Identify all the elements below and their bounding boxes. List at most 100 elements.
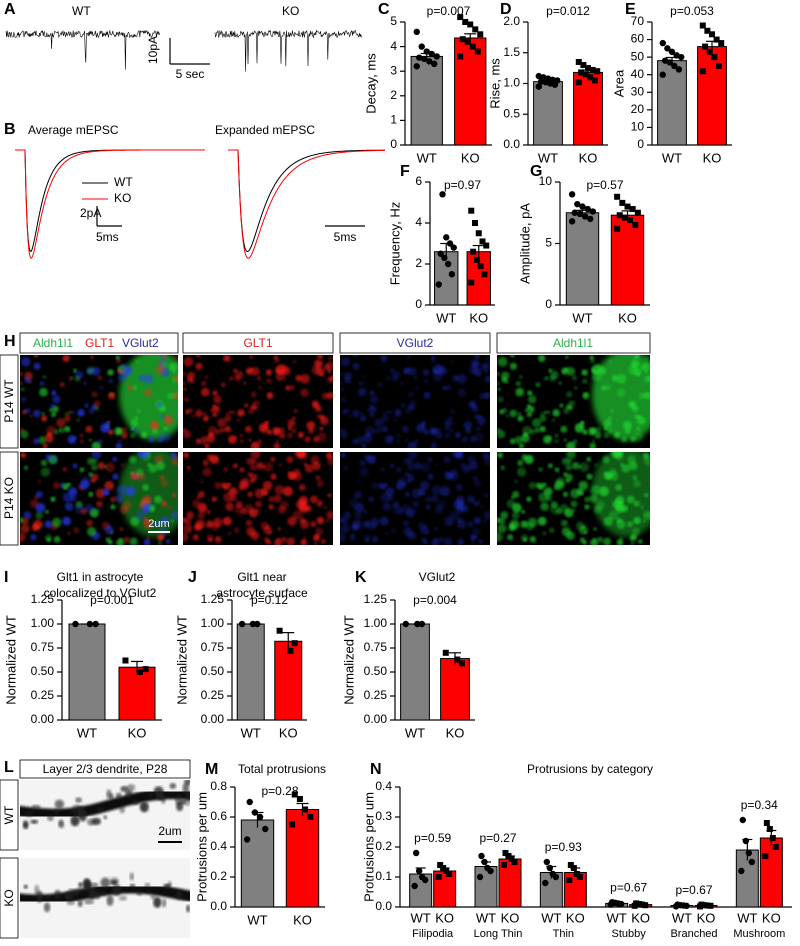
blob — [432, 439, 437, 443]
data-point — [594, 68, 601, 75]
data-point — [439, 191, 446, 198]
blob — [470, 540, 475, 545]
y-tick-label: 4 — [415, 215, 422, 229]
blob — [514, 436, 523, 445]
blob — [277, 527, 282, 531]
data-point — [415, 867, 423, 875]
panel-label: D — [500, 1, 512, 18]
blob — [249, 355, 253, 359]
blob — [321, 539, 326, 544]
blob — [51, 517, 62, 528]
blob — [638, 392, 646, 400]
blob — [195, 362, 203, 370]
blob — [594, 463, 598, 467]
blob — [282, 486, 293, 497]
y-tick-label: 50 — [631, 49, 645, 63]
blob — [515, 387, 525, 397]
spine — [106, 789, 112, 799]
y-tick-label: 0.25 — [364, 688, 388, 702]
panel-label: B — [4, 121, 16, 138]
data-point — [262, 825, 269, 833]
blob — [79, 433, 84, 438]
data-point — [675, 66, 683, 73]
blob — [413, 461, 421, 470]
blob — [497, 430, 506, 439]
data-point — [142, 666, 149, 673]
blob — [239, 467, 245, 473]
data-point — [475, 230, 482, 237]
blob — [300, 388, 309, 397]
x-tick-label: Filipodia — [412, 928, 454, 940]
blob — [286, 456, 294, 464]
blob — [44, 433, 54, 443]
blob — [579, 537, 586, 543]
spine — [136, 891, 143, 896]
y-tick-label: 10 — [539, 174, 553, 188]
blob — [246, 526, 256, 537]
chart-title: astrocyte surface — [216, 586, 308, 600]
blob — [475, 518, 481, 524]
blob — [110, 504, 116, 510]
blob — [304, 464, 314, 473]
blob — [483, 361, 490, 371]
blob — [142, 505, 151, 514]
blob — [33, 519, 43, 530]
blob — [380, 355, 388, 363]
blob — [501, 376, 508, 384]
data-point — [575, 58, 582, 65]
header-box — [19, 759, 191, 779]
bar — [400, 623, 430, 721]
y-tick-label: 0.50 — [364, 664, 388, 678]
blob — [520, 433, 530, 443]
blob — [512, 491, 520, 499]
blob — [635, 518, 641, 524]
spine — [120, 785, 129, 793]
blob — [160, 479, 169, 488]
blob — [183, 452, 189, 458]
blob — [628, 461, 638, 471]
blob — [369, 411, 375, 418]
panel-label: H — [4, 333, 16, 350]
blob — [603, 432, 610, 439]
blob — [431, 538, 440, 545]
blob — [135, 359, 140, 364]
blob — [62, 516, 72, 526]
y-tick-label: 1.25 — [31, 592, 55, 606]
blob — [602, 456, 610, 464]
bar — [440, 658, 470, 721]
data-point — [412, 849, 420, 857]
y-tick-label: 0.8 — [210, 779, 227, 793]
blob — [236, 418, 241, 422]
blob — [413, 508, 418, 513]
spine — [110, 880, 118, 885]
blob — [473, 500, 481, 507]
blob — [115, 494, 124, 503]
blob — [105, 491, 110, 496]
data-point — [585, 65, 591, 72]
data-point — [614, 193, 621, 200]
blob — [537, 516, 547, 526]
blob — [390, 368, 395, 373]
blob — [517, 411, 522, 416]
blob — [20, 381, 23, 386]
spine — [182, 783, 190, 795]
scale-label: 5 sec — [176, 67, 205, 81]
blob — [186, 511, 195, 520]
blob — [486, 375, 490, 382]
blob — [454, 431, 462, 439]
blob — [407, 391, 414, 398]
blob — [20, 396, 27, 403]
blob — [484, 493, 489, 498]
blob — [435, 427, 442, 434]
data-point — [246, 798, 253, 806]
blob — [246, 457, 254, 465]
blob — [323, 505, 328, 510]
blob — [171, 510, 178, 520]
series-label: WT — [476, 910, 496, 925]
blob — [183, 356, 194, 367]
micrograph — [183, 452, 333, 545]
blob — [165, 539, 171, 544]
blob — [407, 452, 418, 460]
blob — [516, 467, 527, 477]
blob — [187, 407, 193, 414]
